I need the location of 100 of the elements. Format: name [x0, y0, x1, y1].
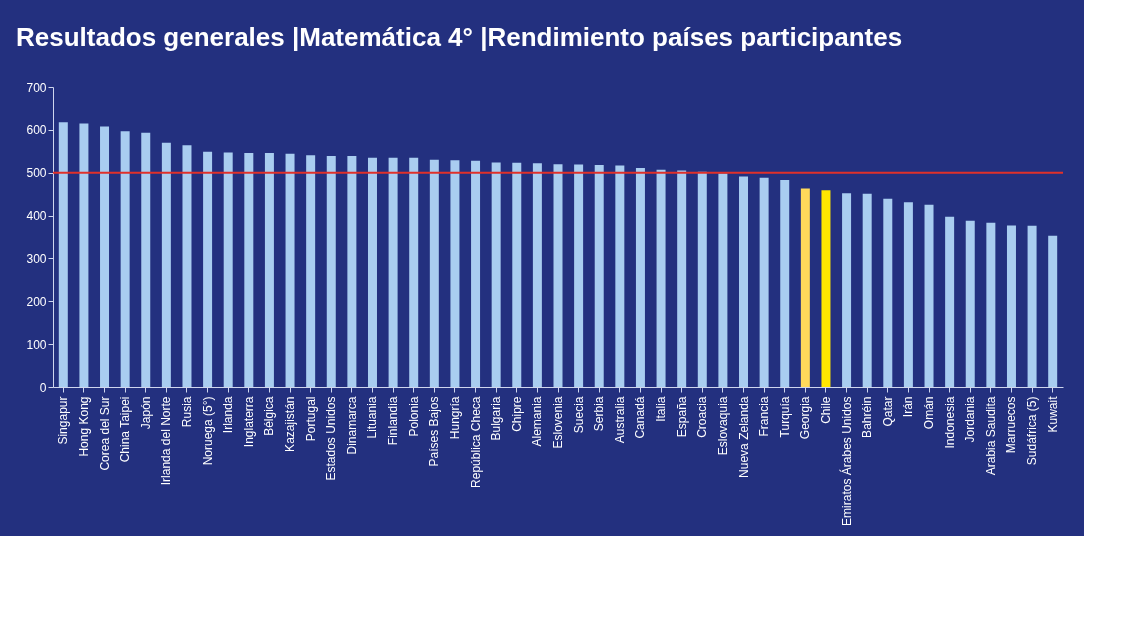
bar	[697, 171, 707, 387]
bar	[635, 168, 645, 387]
x-tick-label: Corea del Sur	[97, 396, 112, 471]
bar	[264, 153, 274, 387]
x-tick-label: Eslovenia	[551, 396, 565, 449]
x-tick-label: Arabia Saudita	[983, 396, 998, 476]
bar	[450, 160, 460, 387]
x-tick-label: Portugal	[303, 396, 318, 442]
x-tick-label: Eslovaquia	[715, 396, 730, 456]
bar	[203, 151, 213, 387]
x-tick-label: Chile	[818, 396, 833, 424]
x-tick-label: Alemania	[530, 396, 545, 447]
x-tick-label: Italia	[654, 396, 669, 422]
bar	[244, 153, 254, 387]
bar	[100, 126, 110, 387]
x-tick-label: Kazajistán	[283, 396, 298, 452]
x-tick-label: Canadá	[633, 396, 648, 439]
x-tick-label: España	[674, 396, 689, 438]
y-tick-label: 0	[39, 380, 47, 395]
x-tick-label: Omán	[922, 396, 937, 430]
bar	[58, 122, 68, 387]
x-tick-label: Hungría	[447, 396, 462, 440]
bar	[965, 220, 975, 387]
x-tick-label: Inglaterra	[241, 396, 256, 448]
bar	[79, 123, 89, 387]
x-tick-label: Japón	[138, 396, 153, 430]
bar	[182, 145, 192, 387]
bar	[347, 156, 357, 387]
bar	[594, 165, 604, 387]
x-tick-label: Hong Kong	[76, 396, 91, 457]
bar	[223, 152, 233, 387]
x-tick-label: Croacia	[695, 396, 710, 438]
x-tick-label: Chipre	[509, 396, 524, 432]
x-tick-label: Marruecos	[1004, 396, 1019, 454]
bar	[656, 169, 666, 387]
x-tick-label: Lituania	[365, 396, 380, 439]
bar	[986, 222, 996, 387]
x-tick-label: Polonia	[406, 396, 421, 437]
x-tick-label: China Taipei	[118, 396, 133, 463]
bar	[800, 188, 810, 387]
bar	[409, 157, 419, 387]
x-tick-label: Jordania	[963, 396, 978, 443]
x-tick-label: Georgia	[798, 396, 813, 440]
bar	[677, 170, 687, 387]
bar	[574, 164, 584, 387]
x-tick-label: Turquía	[777, 396, 792, 438]
bar	[759, 177, 769, 387]
bar	[842, 193, 852, 387]
x-tick-label: Qatar	[880, 396, 895, 427]
bar	[141, 132, 151, 387]
bar	[326, 156, 336, 387]
x-tick-label: Bélgica	[262, 396, 277, 436]
bar	[161, 142, 171, 387]
x-tick-label: Noruega (5°)	[200, 396, 215, 466]
bar	[821, 190, 831, 387]
bar	[553, 164, 563, 387]
bar	[491, 162, 501, 387]
x-tick-label: Emiratos Árabes Unidos	[838, 396, 854, 526]
x-tick-label: Rusia	[179, 396, 194, 428]
chart-title: Resultados generales |Matemática 4° |Rendimiento países participantes	[15, 22, 903, 52]
x-tick-label: Irlanda	[221, 396, 236, 434]
bar	[471, 160, 481, 387]
bar	[615, 165, 625, 387]
y-tick-label: 300	[26, 251, 47, 266]
x-tick-label: Estados Unidos	[324, 396, 339, 481]
bar	[285, 153, 295, 387]
bar	[945, 216, 955, 387]
bar	[883, 198, 893, 387]
y-tick-label: 400	[26, 209, 47, 224]
x-tick-label: Serbia	[592, 396, 607, 432]
x-tick-label: Irlanda del Norte	[159, 396, 174, 486]
x-tick-label: Nueva Zelanda	[736, 396, 751, 478]
y-tick-label: 600	[26, 123, 47, 138]
bar	[780, 180, 790, 387]
bar	[1006, 225, 1016, 387]
x-tick-label: Suecia	[571, 396, 586, 434]
bar	[532, 163, 542, 387]
bar	[120, 131, 130, 387]
x-tick-label: República Checa	[468, 396, 483, 488]
y-tick-label: 200	[26, 294, 47, 309]
bar	[429, 159, 439, 387]
y-tick-label: 700	[26, 80, 47, 95]
x-tick-label: Australia	[612, 396, 627, 444]
y-tick-label: 500	[26, 166, 47, 181]
x-tick-label: Dinamarca	[344, 396, 359, 455]
bar	[306, 155, 316, 387]
bar	[388, 157, 398, 387]
bar	[739, 176, 749, 387]
x-tick-label: Bulgaria	[489, 396, 504, 441]
bar	[367, 157, 377, 387]
bar	[1027, 225, 1037, 387]
x-tick-label: Kuwait	[1045, 395, 1060, 433]
bar	[718, 173, 728, 387]
x-tick-label: Indonesia	[942, 396, 957, 449]
x-tick-label: Bahréin	[860, 396, 875, 438]
bar	[924, 204, 934, 387]
bar	[903, 202, 913, 387]
x-tick-label: Finlandia	[386, 396, 401, 446]
y-tick-label: 100	[26, 337, 47, 352]
x-tick-label: Singapur	[56, 396, 71, 445]
